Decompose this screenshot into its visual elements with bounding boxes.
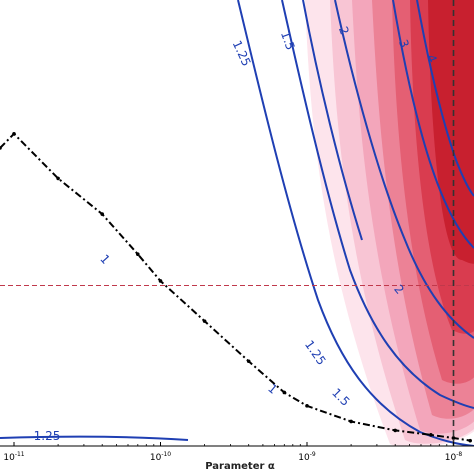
contour-4-line bbox=[416, 0, 474, 197]
dashdot-curve-point bbox=[12, 132, 16, 136]
x-axis-label: Parameter α bbox=[205, 461, 275, 472]
dashdot-curve-point bbox=[429, 433, 433, 437]
dashdot-curve-point bbox=[246, 359, 251, 364]
dashdot-curve bbox=[0, 132, 472, 443]
dashdot-curve-point bbox=[468, 438, 472, 443]
contour-label-1-25: 1.25 bbox=[34, 429, 61, 443]
contour-label-1: 1 bbox=[97, 252, 113, 267]
dashdot-curve-point bbox=[100, 212, 105, 216]
contour-label-3: 3 bbox=[396, 38, 412, 50]
filled-level-7 bbox=[428, 0, 474, 264]
dashdot-curve-point bbox=[349, 419, 353, 424]
x-tick-label: 10-11 bbox=[3, 451, 24, 463]
contour-label-2: 2 bbox=[336, 25, 352, 37]
contour-1-upper-line bbox=[302, 0, 363, 241]
dashdot-curve-point bbox=[56, 176, 60, 181]
x-axis: 10-11 10-10 10-9 10-8 Parameter α bbox=[0, 442, 474, 472]
contour-2-line bbox=[334, 0, 474, 339]
contour-label-1: 1 bbox=[265, 381, 280, 397]
x-tick-label: 10-9 bbox=[298, 451, 316, 463]
dashdot-curve-point bbox=[451, 436, 456, 440]
contour-1-line bbox=[0, 435, 189, 441]
dashdot-curve-point bbox=[158, 279, 163, 283]
dashdot-curve-point bbox=[305, 404, 309, 408]
dashdot-curve-point bbox=[0, 146, 2, 150]
reference-lines bbox=[0, 0, 474, 446]
contour-label-1-25: 1.25 bbox=[230, 38, 254, 68]
filled-contour-regions bbox=[305, 0, 474, 446]
x-tick-label: 10-8 bbox=[445, 451, 463, 463]
contour-3-line bbox=[392, 0, 474, 249]
x-tick-label: 10-10 bbox=[150, 451, 171, 463]
dashdot-curve-point bbox=[136, 252, 140, 257]
contour-label-1-5: 1.5 bbox=[329, 385, 352, 408]
contour-1.5-line bbox=[281, 0, 474, 409]
dashdot-curve-point bbox=[202, 319, 207, 323]
contour-label-1-25: 1.25 bbox=[302, 338, 329, 368]
contour-label-1-5: 1.5 bbox=[278, 29, 298, 52]
dashdot-curve-point bbox=[282, 390, 287, 395]
dashdot-curve-point bbox=[393, 428, 398, 433]
